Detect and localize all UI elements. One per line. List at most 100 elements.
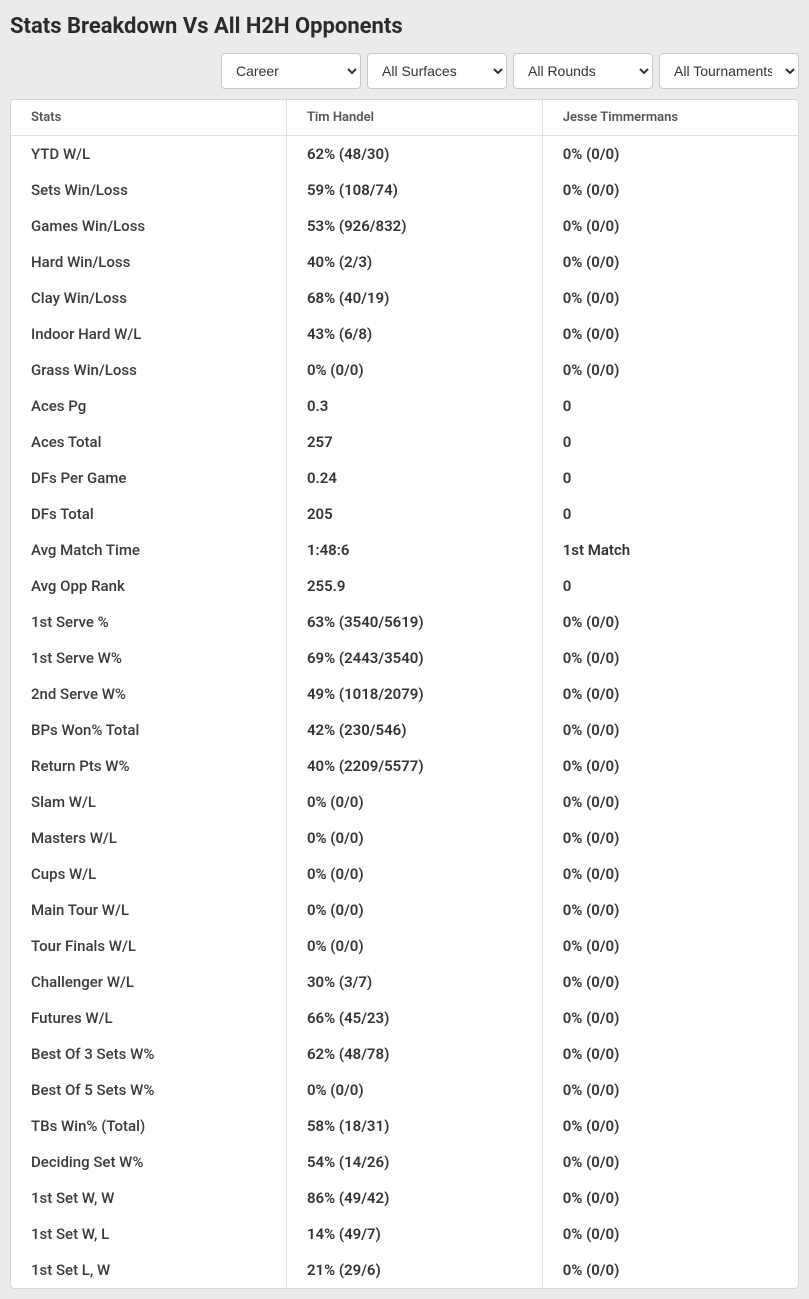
table-row: Aces Total2570 (11, 424, 798, 460)
table-row: Return Pts W%40% (2209/5577)0% (0/0) (11, 748, 798, 784)
player1-value: 0% (0/0) (286, 1072, 542, 1108)
player1-value: 58% (18/31) (286, 1108, 542, 1144)
table-row: 1st Serve W%69% (2443/3540)0% (0/0) (11, 640, 798, 676)
player2-value: 0 (542, 496, 798, 532)
stat-name: Avg Match Time (11, 532, 286, 568)
table-row: Hard Win/Loss40% (2/3)0% (0/0) (11, 244, 798, 280)
stat-name: YTD W/L (11, 136, 286, 173)
table-row: Challenger W/L30% (3/7)0% (0/0) (11, 964, 798, 1000)
player1-value: 63% (3540/5619) (286, 604, 542, 640)
player1-value: 66% (45/23) (286, 1000, 542, 1036)
table-row: 1st Set L, W21% (29/6)0% (0/0) (11, 1252, 798, 1288)
player1-value: 14% (49/7) (286, 1216, 542, 1252)
stat-name: 2nd Serve W% (11, 676, 286, 712)
table-row: Games Win/Loss53% (926/832)0% (0/0) (11, 208, 798, 244)
player1-value: 69% (2443/3540) (286, 640, 542, 676)
stat-name: Masters W/L (11, 820, 286, 856)
table-row: Indoor Hard W/L43% (6/8)0% (0/0) (11, 316, 798, 352)
table-row: Main Tour W/L0% (0/0)0% (0/0) (11, 892, 798, 928)
player1-value: 40% (2209/5577) (286, 748, 542, 784)
table-row: Avg Opp Rank255.90 (11, 568, 798, 604)
player2-value: 0% (0/0) (542, 316, 798, 352)
player1-value: 68% (40/19) (286, 280, 542, 316)
player1-value: 0% (0/0) (286, 856, 542, 892)
stat-name: Best Of 3 Sets W% (11, 1036, 286, 1072)
player1-value: 0.24 (286, 460, 542, 496)
stat-name: Grass Win/Loss (11, 352, 286, 388)
stat-name: Return Pts W% (11, 748, 286, 784)
stat-name: Main Tour W/L (11, 892, 286, 928)
player2-value: 0% (0/0) (542, 1036, 798, 1072)
player2-value: 0% (0/0) (542, 172, 798, 208)
player2-value: 0% (0/0) (542, 280, 798, 316)
stat-name: Best Of 5 Sets W% (11, 1072, 286, 1108)
filter-tournaments[interactable]: All Tournaments (659, 53, 799, 89)
table-row: 1st Set W, L14% (49/7)0% (0/0) (11, 1216, 798, 1252)
player2-value: 0% (0/0) (542, 964, 798, 1000)
player2-value: 0% (0/0) (542, 928, 798, 964)
player1-value: 0.3 (286, 388, 542, 424)
table-row: 1st Set W, W86% (49/42)0% (0/0) (11, 1180, 798, 1216)
stat-name: Clay Win/Loss (11, 280, 286, 316)
stat-name: Cups W/L (11, 856, 286, 892)
stat-name: Futures W/L (11, 1000, 286, 1036)
stat-name: 1st Serve W% (11, 640, 286, 676)
player2-value: 0 (542, 568, 798, 604)
player1-value: 62% (48/78) (286, 1036, 542, 1072)
player1-value: 43% (6/8) (286, 316, 542, 352)
player1-value: 53% (926/832) (286, 208, 542, 244)
player2-value: 0% (0/0) (542, 136, 798, 173)
stat-name: 1st Serve % (11, 604, 286, 640)
player2-value: 0% (0/0) (542, 1072, 798, 1108)
player1-value: 40% (2/3) (286, 244, 542, 280)
table-row: Grass Win/Loss0% (0/0)0% (0/0) (11, 352, 798, 388)
player2-value: 0% (0/0) (542, 856, 798, 892)
player1-value: 0% (0/0) (286, 784, 542, 820)
stat-name: Deciding Set W% (11, 1144, 286, 1180)
player1-value: 30% (3/7) (286, 964, 542, 1000)
table-header-row: Stats Tim Handel Jesse Timmermans (11, 100, 798, 136)
stat-name: DFs Per Game (11, 460, 286, 496)
player1-value: 205 (286, 496, 542, 532)
player1-value: 0% (0/0) (286, 928, 542, 964)
header-stats: Stats (11, 100, 286, 136)
filter-career[interactable]: Career (221, 53, 361, 89)
player1-value: 49% (1018/2079) (286, 676, 542, 712)
stat-name: 1st Set W, W (11, 1180, 286, 1216)
filters-bar: Career All Surfaces All Rounds All Tourn… (10, 53, 799, 89)
table-row: Tour Finals W/L0% (0/0)0% (0/0) (11, 928, 798, 964)
header-player1: Tim Handel (286, 100, 542, 136)
player2-value: 0% (0/0) (542, 1252, 798, 1288)
player2-value: 0% (0/0) (542, 352, 798, 388)
player2-value: 0% (0/0) (542, 1108, 798, 1144)
player2-value: 0% (0/0) (542, 784, 798, 820)
table-row: YTD W/L62% (48/30)0% (0/0) (11, 136, 798, 173)
table-row: Clay Win/Loss68% (40/19)0% (0/0) (11, 280, 798, 316)
stat-name: Challenger W/L (11, 964, 286, 1000)
stat-name: Slam W/L (11, 784, 286, 820)
stat-name: 1st Set W, L (11, 1216, 286, 1252)
player2-value: 0% (0/0) (542, 820, 798, 856)
player2-value: 0% (0/0) (542, 1000, 798, 1036)
player2-value: 0% (0/0) (542, 748, 798, 784)
stats-card: Stats Tim Handel Jesse Timmermans YTD W/… (10, 99, 799, 1289)
player2-value: 0 (542, 388, 798, 424)
player2-value: 1st Match (542, 532, 798, 568)
table-row: Aces Pg0.30 (11, 388, 798, 424)
stat-name: BPs Won% Total (11, 712, 286, 748)
stat-name: Aces Total (11, 424, 286, 460)
table-row: Deciding Set W%54% (14/26)0% (0/0) (11, 1144, 798, 1180)
player2-value: 0% (0/0) (542, 1180, 798, 1216)
stat-name: Aces Pg (11, 388, 286, 424)
stat-name: Sets Win/Loss (11, 172, 286, 208)
stat-name: Hard Win/Loss (11, 244, 286, 280)
player2-value: 0 (542, 460, 798, 496)
filter-surfaces[interactable]: All Surfaces (367, 53, 507, 89)
player1-value: 42% (230/546) (286, 712, 542, 748)
filter-rounds[interactable]: All Rounds (513, 53, 653, 89)
player1-value: 257 (286, 424, 542, 460)
player1-value: 86% (49/42) (286, 1180, 542, 1216)
stat-name: TBs Win% (Total) (11, 1108, 286, 1144)
table-row: 1st Serve %63% (3540/5619)0% (0/0) (11, 604, 798, 640)
stats-table: Stats Tim Handel Jesse Timmermans YTD W/… (11, 100, 798, 1288)
